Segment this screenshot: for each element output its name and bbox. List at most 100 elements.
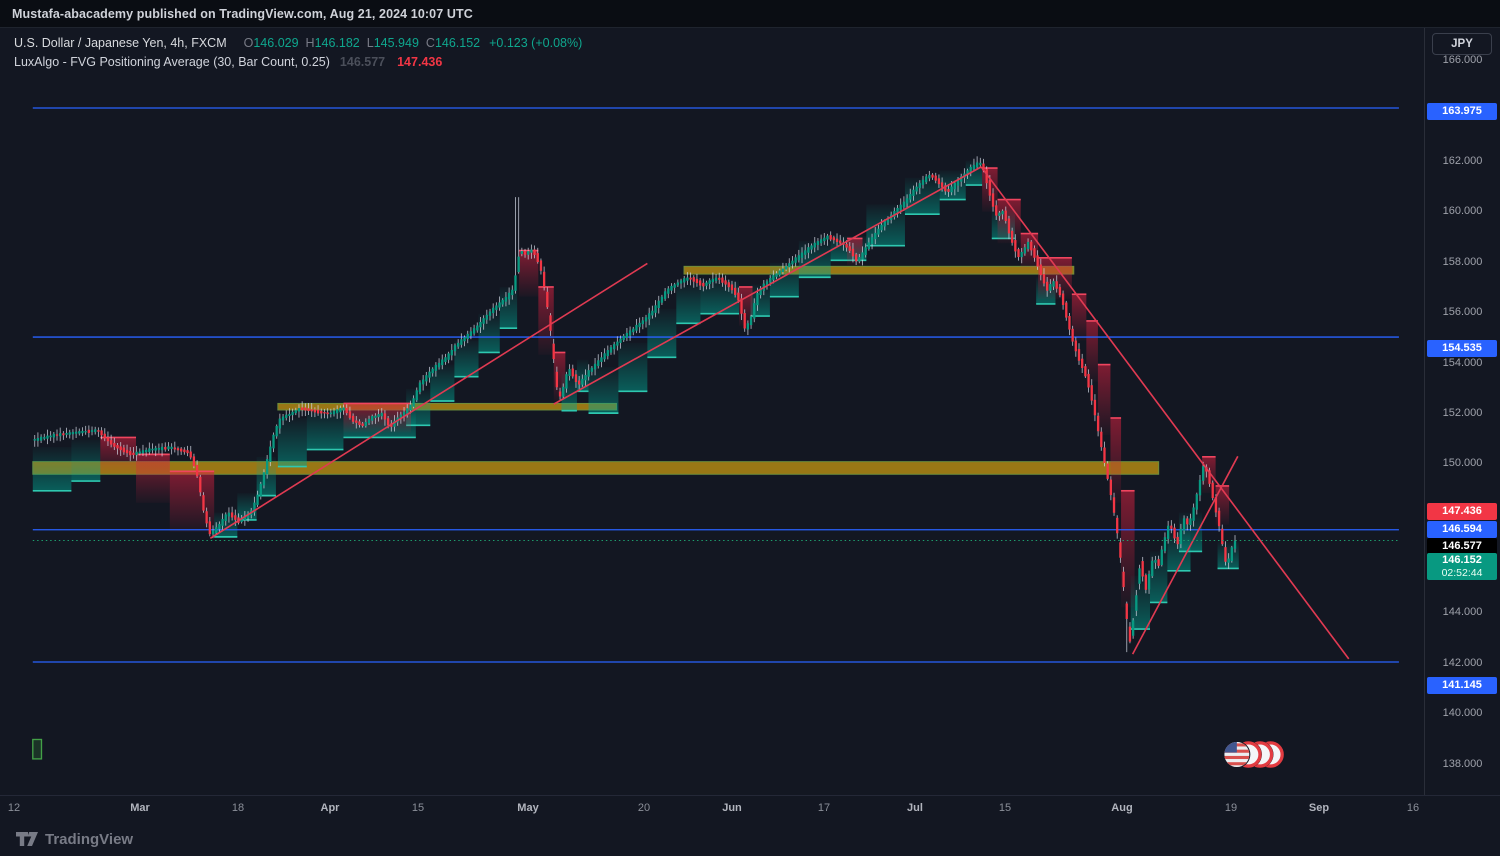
indicator-legend-row[interactable]: LuxAlgo - FVG Positioning Average (30, B…: [14, 52, 582, 71]
price-level-label[interactable]: 147.436: [1427, 503, 1497, 520]
symbol-title[interactable]: U.S. Dollar / Japanese Yen, 4h, FXCM: [14, 35, 227, 50]
price-level-label[interactable]: 141.145: [1427, 677, 1497, 694]
currency-toggle-button[interactable]: JPY: [1432, 33, 1492, 55]
time-axis-tick: Jun: [722, 802, 742, 814]
ohlc-label: C: [425, 35, 435, 50]
ohlc-label: H: [305, 35, 315, 50]
ohlc-value: 146.152: [434, 35, 481, 50]
price-axis-tick: 160.000: [1442, 205, 1483, 217]
fvg-bullish-zone: [676, 284, 701, 324]
position-box[interactable]: [32, 738, 43, 760]
price-level-label[interactable]: 163.975: [1427, 103, 1497, 120]
time-axis-tick: 16: [1406, 802, 1420, 814]
time-axis-tick: 17: [817, 802, 831, 814]
fvg-bearish-zone: [739, 286, 753, 326]
fvg-bullish-zone: [618, 342, 648, 392]
price-axis-tick: 156.000: [1442, 306, 1483, 318]
trend-line[interactable]: [553, 166, 982, 405]
publish-bar: Mustafa-abacademy published on TradingVi…: [0, 0, 1500, 28]
time-axis-tick: 19: [1224, 802, 1238, 814]
last-price-value: 146.152: [1442, 554, 1482, 566]
footer-bar: TradingView: [0, 822, 1500, 856]
price-axis-tick: 166.000: [1442, 54, 1483, 66]
fvg-bullish-zone: [277, 417, 307, 467]
fvg-bearish-zone: [1086, 320, 1098, 382]
indicator-name[interactable]: LuxAlgo - FVG Positioning Average (30, B…: [14, 54, 330, 69]
time-axis-tick: Apr: [320, 802, 340, 814]
fvg-bearish-zone: [1020, 233, 1039, 270]
supply-demand-box[interactable]: [32, 461, 1160, 475]
price-axis-tick: 138.000: [1442, 758, 1483, 770]
fvg-bearish-zone: [100, 437, 137, 474]
fvg-bullish-zone: [1150, 551, 1168, 603]
time-axis-tick: Aug: [1111, 802, 1133, 814]
ohlc-values: O146.029 H146.182 L145.949 C146.152: [237, 34, 481, 52]
price-chart-canvas[interactable]: [0, 28, 1424, 795]
time-axis-tick: 18: [231, 802, 245, 814]
fvg-bearish-zone: [1215, 485, 1230, 525]
fvg-bullish-zone: [769, 262, 799, 297]
fvg-bearish-zone: [553, 352, 566, 401]
ohlc-value: 146.029: [253, 35, 299, 50]
indicator-value-average: 146.577: [339, 54, 386, 69]
price-axis[interactable]: JPY 166.000 162.000 160.000 158.000 156.000 1…: [1424, 28, 1500, 795]
pair-logo-watermark-icon: [1223, 740, 1285, 768]
ohlc-value: 145.949: [373, 35, 419, 50]
fvg-bullish-zone: [939, 170, 966, 200]
last-price-label[interactable]: 146.152 02:52:44: [1427, 553, 1497, 580]
trend-line[interactable]: [980, 166, 1350, 660]
time-axis-tick: May: [517, 802, 539, 814]
fvg-bullish-zone: [32, 447, 72, 491]
indicator-value-bearish: 147.436: [397, 54, 443, 69]
time-axis-tick: Sep: [1308, 802, 1330, 814]
time-axis-tick: 15: [411, 802, 425, 814]
tradingview-brand-text: TradingView: [45, 830, 134, 848]
publish-text: Mustafa-abacademy published on TradingVi…: [12, 6, 473, 21]
trend-line[interactable]: [1131, 455, 1239, 655]
fvg-bearish-zone: [136, 454, 170, 503]
ohlc-value: 146.182: [314, 35, 360, 50]
time-axis-tick: 12: [7, 802, 21, 814]
price-level-label[interactable]: 146.577: [1427, 538, 1497, 555]
price-axis-tick: 140.000: [1442, 707, 1483, 719]
ohlc-label: L: [366, 35, 374, 50]
time-axis[interactable]: 12 Mar 18 Apr 15 May 20 Jun 17 Jul 15 Aug 19 Sep 16: [0, 795, 1500, 822]
fvg-bullish-zone: [1217, 541, 1239, 569]
price-level-label[interactable]: 146.594: [1427, 521, 1497, 538]
price-axis-tick: 144.000: [1442, 606, 1483, 618]
fvg-bearish-zone: [519, 250, 539, 297]
price-change: +0.123 (+0.08%): [489, 35, 583, 50]
fvg-bullish-zone: [430, 364, 455, 401]
time-axis-tick: Jul: [907, 802, 923, 814]
fvg-bearish-zone: [1097, 364, 1111, 435]
fvg-bullish-zone: [306, 410, 344, 450]
time-axis-tick: 20: [637, 802, 651, 814]
ohlc-label: O: [243, 35, 254, 50]
tradingview-logo-icon: [16, 832, 38, 846]
price-axis-tick: 162.000: [1442, 155, 1483, 167]
trend-line[interactable]: [209, 262, 648, 540]
time-axis-tick: 15: [998, 802, 1012, 814]
price-axis-tick: 152.000: [1442, 407, 1483, 419]
price-axis-tick: 158.000: [1442, 256, 1483, 268]
symbol-legend-row[interactable]: U.S. Dollar / Japanese Yen, 4h, FXCM O14…: [14, 33, 582, 52]
price-level-label[interactable]: 154.535: [1427, 340, 1497, 357]
tradingview-logo[interactable]: TradingView: [16, 831, 133, 848]
fvg-bullish-zone: [588, 367, 619, 414]
fvg-bearish-zone: [538, 286, 554, 355]
fvg-bullish-zone: [71, 439, 101, 482]
chart-legend: U.S. Dollar / Japanese Yen, 4h, FXCM O14…: [14, 33, 582, 71]
fvg-bullish-zone: [499, 286, 518, 329]
chart-pane[interactable]: U.S. Dollar / Japanese Yen, 4h, FXCM O14…: [0, 28, 1424, 795]
price-axis-tick: 154.000: [1442, 357, 1483, 369]
time-axis-tick: Mar: [130, 802, 150, 814]
fvg-bearish-zone: [1110, 417, 1122, 503]
fvg-bearish-zone: [1071, 294, 1087, 341]
bar-countdown: 02:52:44: [1441, 567, 1483, 579]
supply-demand-box[interactable]: [683, 265, 1075, 275]
price-axis-tick: 150.000: [1442, 457, 1483, 469]
candlestick-series: [33, 156, 1237, 653]
price-axis-tick: 142.000: [1442, 657, 1483, 669]
fvg-bearish-zone: [1121, 490, 1135, 608]
